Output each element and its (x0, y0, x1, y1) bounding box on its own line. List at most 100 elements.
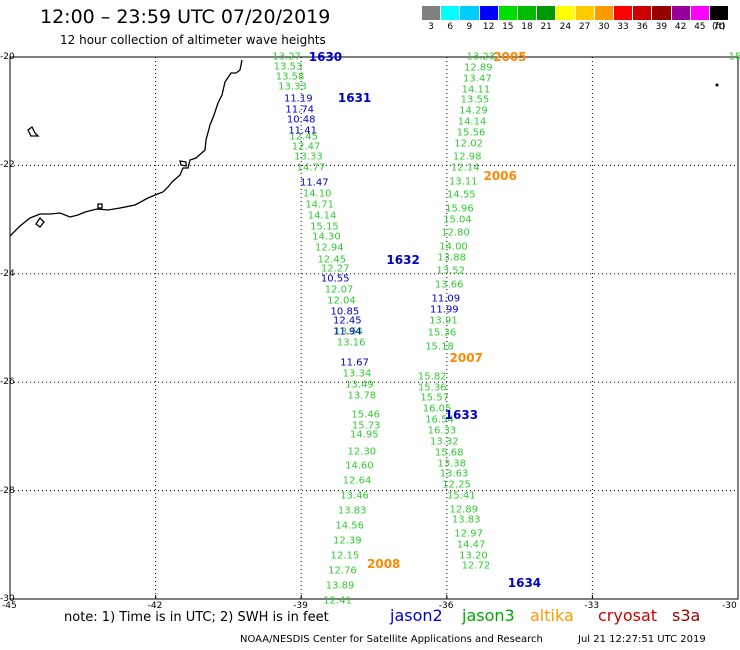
swh-value: 11.41 (288, 125, 317, 137)
swh-value: 13.46 (340, 490, 369, 502)
pass-label: 1632 (386, 253, 420, 268)
swh-value: 15.18 (425, 341, 454, 353)
swh-value: 14.29 (459, 105, 488, 117)
swh-value: 14.14 (307, 210, 337, 222)
colorbar-value: 3 (428, 22, 434, 32)
axis-ticks (9, 595, 739, 599)
colorbar-value: 21 (540, 22, 552, 32)
map-title: 12:00 – 23:59 UTC 07/20/2019 (40, 6, 331, 28)
swh-value: 12.14 (450, 162, 480, 174)
swh-value: 12.94 (315, 242, 344, 254)
colorbar-value: 9 (466, 22, 473, 32)
coastline-island (179, 160, 187, 167)
swh-value: 14.00 (439, 241, 468, 253)
satellite-legend-item: jason3 (462, 606, 515, 625)
colorbar-value: 36 (636, 22, 648, 32)
swh-value: 14.30 (312, 231, 341, 243)
colorbar-swatch (652, 6, 672, 20)
swh-value: 13.83 (337, 505, 367, 517)
swh-value: 12.47 (291, 141, 321, 153)
swh-value: 13.88 (437, 252, 466, 264)
swh-value: 12.45 (332, 315, 362, 327)
swh-value: 12.15 (330, 550, 360, 562)
swh-value: 10.85 (330, 306, 360, 318)
swh-value: 12.07 (324, 284, 354, 296)
colorbar-swatch (460, 6, 480, 20)
swh-value: 10.48 (286, 114, 316, 126)
swh-value: 12.72 (461, 560, 491, 572)
swh-value: 15.73 (351, 420, 381, 432)
swh-value: 13.16 (336, 337, 366, 349)
colorbar-value: 30 (598, 22, 610, 32)
graticule-grid (9, 56, 739, 600)
swh-value: 13.23 (466, 51, 496, 63)
swh-value: 13.11 (448, 176, 478, 188)
swh-value: 12.98 (452, 151, 482, 163)
timestamp-text: Jul 21 12:27:51 UTC 2019 (578, 634, 706, 645)
swh-value: 13.55 (460, 94, 490, 106)
swh-value: 13.53 (273, 61, 303, 73)
colorbar-swatch (633, 6, 653, 20)
swh-value: 13.47 (463, 73, 492, 85)
swh-value: 14.71 (305, 199, 334, 211)
latitude-label: -28 (0, 485, 15, 496)
edge-value-label: 15 (728, 51, 740, 63)
map-frame (9, 56, 739, 600)
longitude-label: -30 (722, 601, 737, 611)
colorbar-swatch (518, 6, 538, 20)
swh-value: 15.96 (445, 203, 474, 215)
colorbar-swatch (556, 6, 576, 20)
coastline-bay (35, 216, 45, 228)
swh-value: 14.77 (296, 162, 326, 174)
satellite-legend-item: altika (530, 606, 574, 625)
swh-value: 13.89 (325, 580, 355, 592)
swh-value: 14.55 (447, 189, 476, 201)
swh-value: 15.36 (417, 382, 447, 394)
colorbar-value: 12 (482, 22, 495, 32)
pass-label: 1634 (507, 575, 542, 590)
swh-value: 13.66 (434, 279, 464, 291)
colorbar-value: 27 (578, 22, 591, 32)
swh-value: 12.25 (442, 479, 471, 491)
pass-label: 1633 (444, 407, 479, 422)
swh-value: 11.99 (430, 304, 459, 316)
swh-value: 11.47 (299, 177, 329, 189)
colorbar-unit: (ft) (712, 22, 726, 32)
swh-value: 13.33 (278, 81, 307, 93)
longitude-label: -39 (293, 601, 308, 611)
swh-value: 15.41 (447, 490, 476, 502)
swh-value: 12.02 (454, 138, 483, 150)
colorbar-swatch (422, 6, 442, 20)
swh-value: 16.05 (422, 403, 452, 415)
colorbar-value: 39 (655, 22, 668, 32)
swh-value: 12.30 (347, 446, 377, 458)
coastline-islet (97, 203, 103, 209)
swh-value: 13.38 (437, 458, 466, 469)
colorbar-value: 70 (713, 22, 725, 32)
swh-value: 13.83 (451, 514, 481, 526)
swh-value: 12.80 (441, 227, 470, 239)
swh-value: 13.33 (294, 151, 323, 163)
colorbar-swatch (441, 6, 461, 20)
swh-value: 15.68 (434, 447, 464, 459)
longitude-label: -42 (147, 601, 163, 611)
swh-value: 13.34 (342, 368, 372, 380)
satellite-legend-item: cryosat (598, 606, 658, 625)
swh-value: 13.58 (275, 71, 305, 83)
swh-value: 13.78 (347, 390, 377, 402)
swh-value: 15.04 (443, 214, 472, 226)
swh-value: 12.76 (328, 565, 357, 577)
swh-value: 12.39 (332, 535, 362, 547)
pass-label: 2005 (493, 50, 527, 64)
swh-value: 12.97 (454, 528, 483, 540)
colorbar-value: 42 (674, 22, 687, 32)
swh-value: 11.74 (285, 104, 315, 116)
swh-value: 12.45 (317, 254, 347, 266)
longitude-label: -36 (438, 601, 454, 611)
colorbar-swatch (594, 6, 614, 20)
latitude-label: -22 (0, 160, 15, 171)
colorbar-swatch (537, 6, 557, 20)
swh-value: 12.89 (449, 504, 479, 516)
swh-value: 16.54 (425, 414, 454, 426)
swh-value: 12.45 (289, 131, 318, 143)
